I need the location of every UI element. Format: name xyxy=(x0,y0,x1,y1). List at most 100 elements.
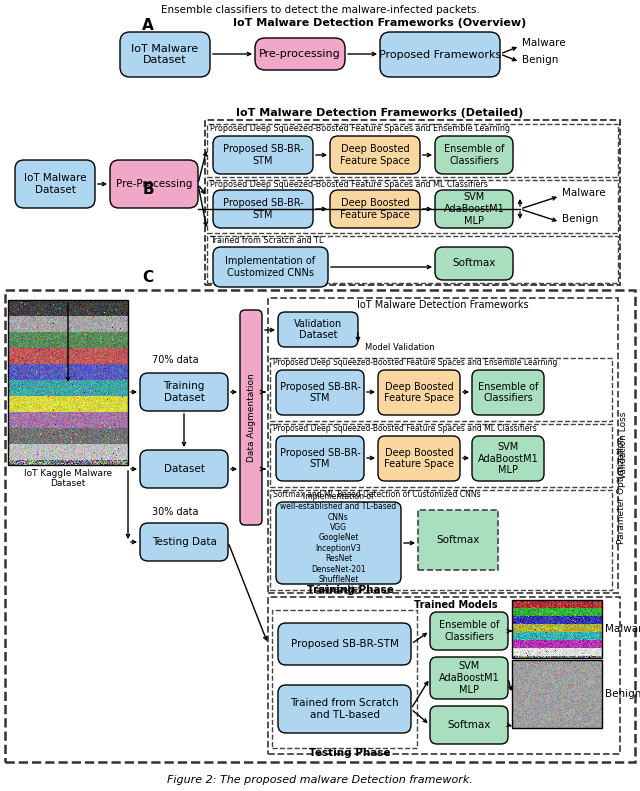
Text: Trained Models: Trained Models xyxy=(414,600,498,610)
Text: Benign: Benign xyxy=(522,55,558,65)
FancyBboxPatch shape xyxy=(213,190,313,228)
Bar xyxy=(205,120,620,285)
Text: Malware: Malware xyxy=(605,624,640,634)
Bar xyxy=(512,600,602,658)
Text: Proposed SB-BR-
STM: Proposed SB-BR- STM xyxy=(280,448,360,469)
Text: Data Augmentation: Data Augmentation xyxy=(246,373,255,462)
Bar xyxy=(207,236,618,283)
Text: Proposed Deep Squeezed-Boosted Feature Spaces and ML Classifiers: Proposed Deep Squeezed-Boosted Feature S… xyxy=(273,424,537,433)
FancyBboxPatch shape xyxy=(430,706,508,744)
Text: Proposed SB-BR-
STM: Proposed SB-BR- STM xyxy=(223,144,303,166)
FancyBboxPatch shape xyxy=(276,370,364,415)
FancyBboxPatch shape xyxy=(213,136,313,174)
Text: IoT Malware Detection Frameworks (Detailed): IoT Malware Detection Frameworks (Detail… xyxy=(236,108,524,118)
Text: Softmax: Softmax xyxy=(447,720,491,730)
FancyBboxPatch shape xyxy=(380,32,500,77)
Text: Benign: Benign xyxy=(605,689,640,699)
FancyBboxPatch shape xyxy=(472,436,544,481)
FancyBboxPatch shape xyxy=(276,502,401,584)
FancyBboxPatch shape xyxy=(430,612,508,650)
FancyBboxPatch shape xyxy=(278,312,358,347)
Text: IoT Malware
Dataset: IoT Malware Dataset xyxy=(131,44,198,66)
Bar xyxy=(418,510,498,570)
Text: Validation
Dataset: Validation Dataset xyxy=(294,319,342,340)
Text: Deep Boosted
Feature Space: Deep Boosted Feature Space xyxy=(384,448,454,469)
Text: A: A xyxy=(142,18,154,33)
FancyBboxPatch shape xyxy=(430,657,508,699)
FancyBboxPatch shape xyxy=(240,310,262,525)
Text: Proposed Frameworks: Proposed Frameworks xyxy=(379,50,501,59)
Text: IoT Malware Detection Frameworks (Overview): IoT Malware Detection Frameworks (Overvi… xyxy=(234,18,527,28)
Text: Proposed SB-BR-STM: Proposed SB-BR-STM xyxy=(291,639,399,649)
Text: Ensemble of
Classifiers: Ensemble of Classifiers xyxy=(478,382,538,403)
Text: Validation Loss: Validation Loss xyxy=(618,411,627,479)
Text: 70% data: 70% data xyxy=(152,355,198,365)
FancyBboxPatch shape xyxy=(140,450,228,488)
FancyBboxPatch shape xyxy=(120,32,210,77)
Text: SVM
AdaBoostM1
MLP: SVM AdaBoostM1 MLP xyxy=(438,661,499,694)
Text: Implementation of
Customized CNNs: Implementation of Customized CNNs xyxy=(225,256,316,278)
Text: Softmax: Softmax xyxy=(436,535,480,545)
FancyBboxPatch shape xyxy=(330,136,420,174)
Text: Proposed Deep Squeezed-Boosted Feature Spaces and Ensemble Learning: Proposed Deep Squeezed-Boosted Feature S… xyxy=(273,358,557,367)
Text: Malware: Malware xyxy=(522,38,566,48)
Text: IoT Malware Detection Frameworks: IoT Malware Detection Frameworks xyxy=(357,300,529,310)
Text: Dataset: Dataset xyxy=(164,464,204,474)
Bar xyxy=(512,660,602,728)
Text: Ensemble classifiers to detect the malware-infected packets.: Ensemble classifiers to detect the malwa… xyxy=(161,5,479,15)
Text: SVM
AdaBoostM1
MLP: SVM AdaBoostM1 MLP xyxy=(444,192,504,225)
FancyBboxPatch shape xyxy=(435,247,513,280)
Text: Malware: Malware xyxy=(562,188,605,198)
FancyBboxPatch shape xyxy=(278,623,411,665)
Text: Softmax and ML Based Detection of Customized CNNs: Softmax and ML Based Detection of Custom… xyxy=(273,490,481,499)
FancyBboxPatch shape xyxy=(276,436,364,481)
Bar xyxy=(8,300,128,465)
Text: B: B xyxy=(142,183,154,198)
Text: Implementation of
well-established and TL-based
CNNs
VGG
GoogleNet
InceptionV3
R: Implementation of well-established and T… xyxy=(280,492,397,594)
Text: C: C xyxy=(143,271,154,286)
FancyBboxPatch shape xyxy=(435,136,513,174)
FancyBboxPatch shape xyxy=(378,436,460,481)
Bar xyxy=(5,290,635,762)
Text: Figure 2: The proposed malware Detection framework.: Figure 2: The proposed malware Detection… xyxy=(167,775,473,785)
Text: SVM
AdaBoostM1
MLP: SVM AdaBoostM1 MLP xyxy=(477,442,538,475)
Text: Deep Boosted
Feature Space: Deep Boosted Feature Space xyxy=(384,382,454,403)
Text: Testing Data: Testing Data xyxy=(152,537,216,547)
FancyBboxPatch shape xyxy=(472,370,544,415)
Text: IoT Malware
Dataset: IoT Malware Dataset xyxy=(24,173,86,195)
Bar xyxy=(270,358,612,421)
Text: Model Validation: Model Validation xyxy=(365,343,435,353)
Text: Softmax: Softmax xyxy=(452,259,496,268)
FancyBboxPatch shape xyxy=(140,523,228,561)
FancyBboxPatch shape xyxy=(278,685,411,733)
Text: Benign: Benign xyxy=(562,214,598,224)
Bar xyxy=(270,424,612,487)
Bar xyxy=(268,298,618,593)
FancyBboxPatch shape xyxy=(110,160,198,208)
Text: IoT Kaggle Malware
Dataset: IoT Kaggle Malware Dataset xyxy=(24,469,112,488)
Text: Ensemble of
Classifiers: Ensemble of Classifiers xyxy=(439,620,499,642)
FancyBboxPatch shape xyxy=(213,247,328,287)
Text: Deep Boosted
Feature Space: Deep Boosted Feature Space xyxy=(340,199,410,220)
FancyBboxPatch shape xyxy=(330,190,420,228)
Text: Parameter Optimization: Parameter Optimization xyxy=(618,436,627,544)
Text: Ensemble of
Classifiers: Ensemble of Classifiers xyxy=(444,144,504,166)
Bar xyxy=(268,597,620,754)
FancyBboxPatch shape xyxy=(255,38,345,70)
Bar xyxy=(207,180,618,233)
FancyBboxPatch shape xyxy=(140,373,228,411)
Text: Pre-processing: Pre-processing xyxy=(259,49,341,59)
FancyBboxPatch shape xyxy=(435,190,513,228)
Text: Pre-Processing: Pre-Processing xyxy=(116,179,192,189)
Text: Trained from Scratch
and TL-based: Trained from Scratch and TL-based xyxy=(290,698,399,720)
Bar xyxy=(207,124,618,177)
Text: Proposed Deep Squeezed-Boosted Feature Spaces and Ensemble Learning: Proposed Deep Squeezed-Boosted Feature S… xyxy=(210,124,510,133)
Text: Trained from Scratch and TL: Trained from Scratch and TL xyxy=(210,236,323,245)
Bar xyxy=(270,490,612,590)
FancyBboxPatch shape xyxy=(378,370,460,415)
Text: 30% data: 30% data xyxy=(152,507,198,517)
Text: Deep Boosted
Feature Space: Deep Boosted Feature Space xyxy=(340,144,410,166)
FancyBboxPatch shape xyxy=(15,160,95,208)
Text: Training Phase: Training Phase xyxy=(307,585,394,595)
Text: Proposed Deep Squeezed-Boosted Feature Spaces and ML Classifiers: Proposed Deep Squeezed-Boosted Feature S… xyxy=(210,180,488,189)
